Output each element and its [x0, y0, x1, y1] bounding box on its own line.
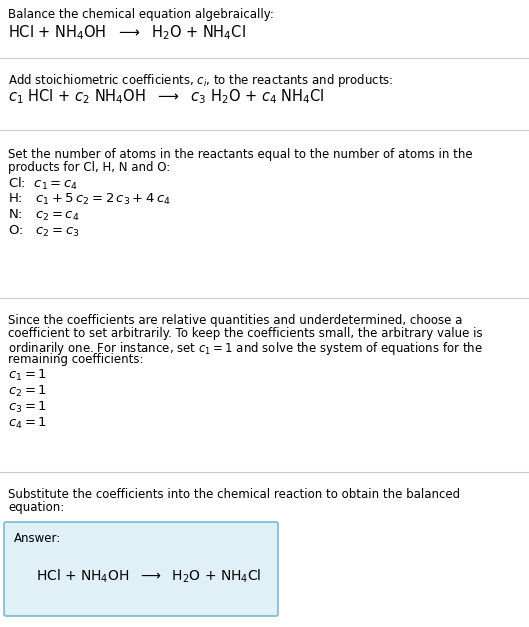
Text: $c_4 = 1$: $c_4 = 1$	[8, 416, 48, 431]
Text: H:   $c_1 + 5\,c_2 = 2\,c_3 + 4\,c_4$: H: $c_1 + 5\,c_2 = 2\,c_3 + 4\,c_4$	[8, 192, 171, 207]
Text: Set the number of atoms in the reactants equal to the number of atoms in the: Set the number of atoms in the reactants…	[8, 148, 473, 161]
FancyBboxPatch shape	[4, 522, 278, 616]
Text: Substitute the coefficients into the chemical reaction to obtain the balanced: Substitute the coefficients into the che…	[8, 488, 460, 501]
Text: Add stoichiometric coefficients, $c_i$, to the reactants and products:: Add stoichiometric coefficients, $c_i$, …	[8, 72, 394, 89]
Text: Since the coefficients are relative quantities and underdetermined, choose a: Since the coefficients are relative quan…	[8, 314, 463, 327]
Text: N:   $c_2 = c_4$: N: $c_2 = c_4$	[8, 208, 80, 223]
Text: O:   $c_2 = c_3$: O: $c_2 = c_3$	[8, 224, 80, 239]
Text: Cl:  $c_1 = c_4$: Cl: $c_1 = c_4$	[8, 176, 79, 192]
Text: coefficient to set arbitrarily. To keep the coefficients small, the arbitrary va: coefficient to set arbitrarily. To keep …	[8, 327, 483, 340]
Text: remaining coefficients:: remaining coefficients:	[8, 353, 144, 366]
Text: $c_2 = 1$: $c_2 = 1$	[8, 384, 48, 399]
Text: HCl + NH$_4$OH  $\longrightarrow$  H$_2$O + NH$_4$Cl: HCl + NH$_4$OH $\longrightarrow$ H$_2$O …	[36, 567, 261, 584]
Text: $c_1$ HCl + $c_2$ NH$_4$OH  $\longrightarrow$  $c_3$ H$_2$O + $c_4$ NH$_4$Cl: $c_1$ HCl + $c_2$ NH$_4$OH $\longrightar…	[8, 87, 325, 106]
Text: Balance the chemical equation algebraically:: Balance the chemical equation algebraica…	[8, 8, 274, 21]
Text: ordinarily one. For instance, set $c_1 = 1$ and solve the system of equations fo: ordinarily one. For instance, set $c_1 =…	[8, 340, 483, 357]
Text: Answer:: Answer:	[14, 532, 61, 545]
Text: $c_3 = 1$: $c_3 = 1$	[8, 400, 48, 415]
Text: products for Cl, H, N and O:: products for Cl, H, N and O:	[8, 161, 170, 174]
Text: $c_1 = 1$: $c_1 = 1$	[8, 368, 48, 383]
Text: HCl + NH$_4$OH  $\longrightarrow$  H$_2$O + NH$_4$Cl: HCl + NH$_4$OH $\longrightarrow$ H$_2$O …	[8, 23, 246, 42]
Text: equation:: equation:	[8, 501, 65, 514]
